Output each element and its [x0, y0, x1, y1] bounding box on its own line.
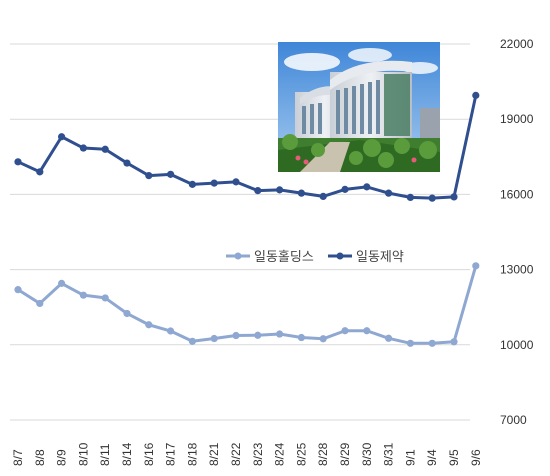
data-point [145, 172, 153, 180]
data-point [406, 339, 414, 347]
data-point [232, 178, 240, 186]
x-tick-label: 9/4 [425, 449, 439, 466]
data-point [385, 334, 393, 342]
data-point [297, 333, 305, 342]
data-point [319, 192, 327, 201]
data-point [472, 262, 480, 270]
y-tick-label: 19000 [500, 112, 534, 126]
data-point [472, 91, 480, 99]
data-point [188, 337, 196, 345]
x-tick-label: 8/25 [294, 442, 308, 466]
data-point [101, 145, 109, 153]
data-point [14, 286, 22, 294]
data-point [167, 170, 175, 178]
data-point [385, 189, 393, 197]
data-point [276, 330, 284, 338]
x-tick-label: 8/17 [164, 442, 178, 466]
building-photo [278, 42, 440, 172]
x-tick-label: 8/21 [207, 442, 221, 466]
data-point [450, 193, 458, 201]
x-tick-label: 8/31 [382, 442, 396, 466]
legend-label-2: 일동제약 [356, 249, 404, 264]
grid-lines [10, 43, 470, 421]
x-tick-label: 8/9 [55, 449, 69, 466]
data-point [36, 299, 44, 308]
data-point [188, 180, 196, 188]
x-tick-label: 9/6 [469, 449, 483, 466]
data-point [428, 194, 436, 202]
data-point [406, 193, 414, 202]
data-point [145, 321, 153, 329]
x-tick-label: 8/22 [229, 442, 243, 466]
data-point [450, 338, 458, 346]
x-tick-label: 8/10 [76, 442, 90, 466]
data-point [36, 168, 44, 176]
data-point [79, 144, 87, 152]
legend-label-1: 일동홀딩스 [254, 249, 314, 264]
series-1 [14, 262, 480, 347]
data-point [58, 279, 66, 287]
y-tick-label: 10000 [500, 338, 534, 352]
x-tick-label: 8/7 [11, 449, 25, 466]
x-tick-label: 8/29 [338, 442, 352, 466]
data-point [210, 334, 218, 343]
data-point [254, 331, 262, 339]
x-tick-label: 8/28 [316, 442, 330, 466]
y-axis-ticks: 7000 10000 13000 16000 19000 22000 [500, 37, 534, 427]
x-tick-label: 8/14 [120, 442, 134, 466]
x-tick-label: 9/1 [403, 449, 417, 466]
data-point [428, 339, 436, 347]
data-point [123, 159, 131, 167]
x-tick-label: 8/18 [185, 442, 199, 466]
x-tick-label: 8/16 [142, 442, 156, 466]
x-tick-label: 8/8 [33, 449, 47, 466]
x-axis-ticks: 8/7 8/8 8/9 8/10 8/11 8/14 8/16 8/17 8/18 8/21 8/2… [11, 442, 483, 466]
x-tick-label: 9/5 [447, 449, 461, 466]
x-tick-label: 8/30 [360, 442, 374, 466]
legend: 일동홀딩스 일동제약 [226, 249, 404, 264]
x-tick-label: 8/11 [98, 443, 112, 466]
y-tick-label: 16000 [500, 187, 534, 201]
data-point [341, 327, 349, 335]
data-point [363, 183, 371, 191]
legend-item-2: 일동제약 [328, 249, 404, 264]
data-point [101, 294, 109, 302]
data-point [58, 133, 66, 141]
data-point [341, 185, 349, 193]
data-point [210, 179, 218, 187]
data-point [254, 187, 262, 195]
y-tick-label: 13000 [500, 263, 534, 277]
data-point [14, 158, 22, 166]
data-point [123, 309, 131, 318]
data-point [276, 186, 284, 194]
data-point [319, 335, 327, 343]
y-tick-label: 22000 [500, 37, 534, 51]
data-point [363, 327, 371, 335]
series-2 [14, 91, 480, 202]
data-point [167, 327, 175, 335]
data-point [79, 291, 87, 299]
series-line-1 [17, 265, 478, 345]
x-tick-label: 8/23 [251, 442, 265, 466]
series-line-2 [17, 95, 478, 200]
legend-item-1: 일동홀딩스 [226, 249, 314, 264]
data-point [297, 189, 305, 197]
data-point [232, 331, 240, 340]
y-tick-label: 7000 [500, 413, 527, 427]
x-tick-label: 8/24 [273, 442, 287, 466]
series-lines [14, 91, 480, 347]
